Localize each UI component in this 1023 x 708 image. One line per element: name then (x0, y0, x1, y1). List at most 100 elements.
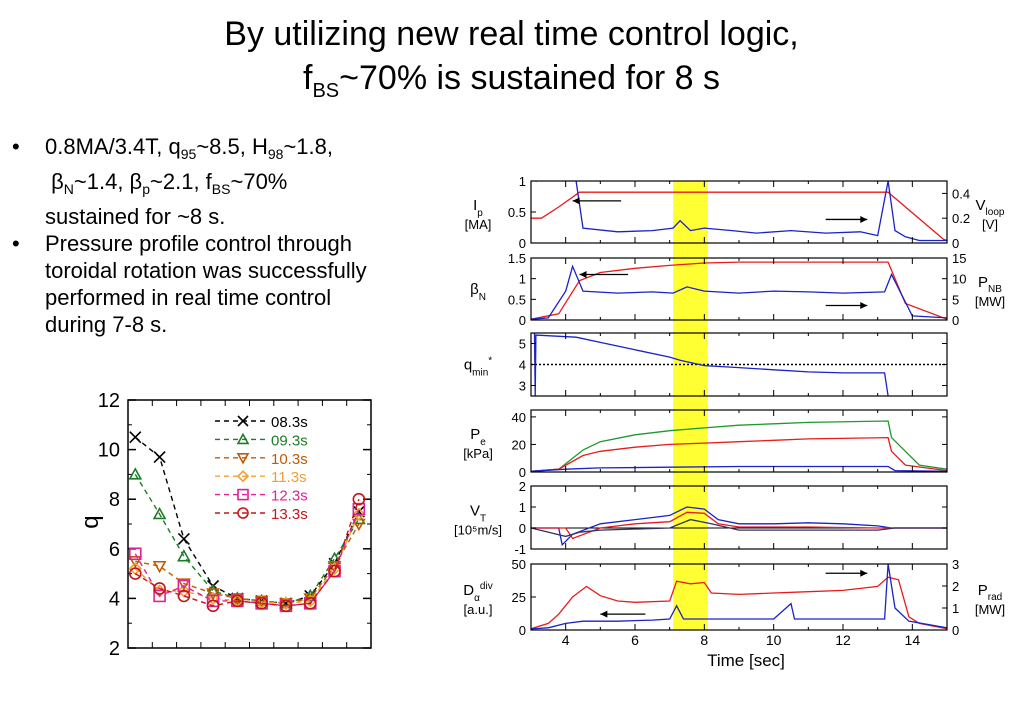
x-tick-label: 4 (562, 632, 570, 648)
panel-frame (530, 409, 948, 473)
dalpha-prad-panel: 0 25 50 0 1 2 3 Dαdiv[a.u.] Prad[MW] (463, 557, 1005, 638)
marker-triangle (236, 432, 250, 445)
series-line (134, 498, 360, 607)
slide-title-line2: fBS~70% is sustained for 8 s (303, 59, 720, 102)
bullet-marker: • (12, 231, 20, 256)
q-series-09.3s: 09.3s (128, 432, 366, 609)
q-series-13.3s: 13.3s (128, 492, 366, 613)
y-right-tick-label: 0 (952, 313, 959, 328)
y-right-tick-label: 0.2 (952, 211, 970, 226)
y-right-tick-label: 0 (952, 623, 959, 638)
y-tick-label: 0 (519, 236, 526, 251)
left-axis-label: Pe (470, 426, 486, 448)
marker-circle (128, 567, 142, 580)
marker-triangle-down (128, 556, 143, 569)
y-tick-label: 10 (98, 440, 120, 462)
y-tick-label: 50 (512, 557, 526, 572)
trace-line (531, 264, 947, 320)
trace-line (531, 511, 947, 540)
y-tick-label: 0 (519, 313, 526, 328)
marker-circle (206, 599, 220, 613)
trace-line (531, 576, 947, 630)
left-axis-label: Dαdiv (463, 581, 492, 604)
legend-label: 08.3s (271, 414, 308, 431)
panel-frame (530, 563, 948, 631)
y-right-tick-label: 0 (952, 236, 959, 251)
marker-triangle-down (206, 588, 220, 601)
marker-circle (231, 594, 244, 608)
marker-triangle-down (152, 560, 167, 574)
panel-frame (530, 257, 948, 321)
marker-circle (328, 564, 341, 578)
bullet-item-1: • 0.8MA/3.4T, q95~8.5, H98~1.8, βN~1.4, … (12, 134, 333, 229)
qmin-panel: 3 4 5 qmin* (464, 332, 948, 397)
marker-triangle-down (236, 453, 250, 465)
panel-frame (530, 180, 948, 244)
marker-x (153, 450, 166, 464)
y-tick-label: 40 (512, 410, 526, 425)
y-right-tick-label: 3 (952, 557, 959, 572)
trace-line (531, 436, 947, 472)
y-right-tick-label: 10 (952, 272, 966, 287)
legend-label: 12.3s (271, 488, 308, 505)
ip-vloop-panel: 0 0.5 1 0 0.2 0.4 Ip[MA] Vloop[V] (465, 174, 1005, 251)
left-axis-unit: [kPa] (463, 446, 493, 461)
bullet-marker: • (12, 134, 20, 159)
marker-x (129, 431, 142, 444)
legend-label: 10.3s (271, 451, 308, 468)
y-tick-label: 0 (519, 465, 526, 480)
marker-circle (153, 582, 166, 595)
right-axis-label: Prad (978, 582, 1002, 603)
trace-line (533, 333, 889, 396)
x-tick-label: 8 (700, 632, 708, 648)
marker-triangle (351, 511, 366, 525)
marker-diamond (352, 507, 366, 521)
marker-square (153, 589, 166, 603)
y-axis-label: q (77, 515, 104, 528)
y-tick-label: 25 (512, 590, 526, 605)
y-tick-label: 4 (109, 588, 120, 610)
left-axis-label: Ip (473, 197, 483, 219)
left-axis-label: VT (470, 503, 486, 525)
left-axis-label: βN (470, 281, 486, 303)
y-tick-label: 2 (519, 479, 526, 494)
x-tick-label: 10 (766, 632, 782, 648)
y-right-tick-label: 1 (952, 601, 959, 616)
left-axis-unit: [MA] (465, 217, 492, 232)
trace-line (531, 564, 947, 630)
vt-panel: -1 0 1 2 VT[10⁵m/s] (454, 479, 948, 557)
left-axis-unit: [10⁵m/s] (454, 523, 502, 538)
marker-triangle (177, 549, 191, 562)
y-tick-label: 12 (98, 390, 120, 412)
marker-x (177, 532, 190, 545)
y-tick-label: 8 (109, 489, 120, 511)
trace-line (535, 181, 947, 242)
y-tick-label: 0 (519, 521, 526, 536)
betan-pnb-panel: 0 0.5 1 1.5 0 5 10 15 βN PNB[MW] (470, 251, 1005, 328)
bullet-item-2: • Pressure profile control through toroi… (12, 231, 367, 337)
legend-label: 11.3s (271, 469, 307, 486)
marker-square (237, 488, 249, 501)
y-tick-label: 1.5 (508, 251, 526, 266)
marker-circle (303, 597, 317, 610)
right-axis-unit: [V] (982, 217, 998, 232)
right-axis-unit: [MW] (975, 602, 1005, 617)
right-axis-label: PNB (978, 274, 1002, 295)
y-tick-label: 6 (109, 539, 120, 561)
x-tick-label: 6 (631, 632, 639, 648)
marker-triangle (128, 467, 143, 480)
x-axis-label: Time [sec] (707, 651, 785, 670)
x-tick-label: 14 (905, 632, 921, 648)
arrow-head (860, 569, 868, 577)
y-tick-label: 3 (519, 379, 526, 394)
trace-line (531, 506, 947, 547)
trace-line (531, 465, 947, 472)
y-tick-label: 2 (109, 638, 120, 660)
pe-panel: 0 20 40 Pe[kPa] (463, 409, 948, 480)
y-tick-label: 1 (519, 174, 526, 189)
right-axis-label: Vloop (976, 197, 1005, 218)
series-line (134, 436, 360, 605)
trace-line (531, 518, 947, 538)
